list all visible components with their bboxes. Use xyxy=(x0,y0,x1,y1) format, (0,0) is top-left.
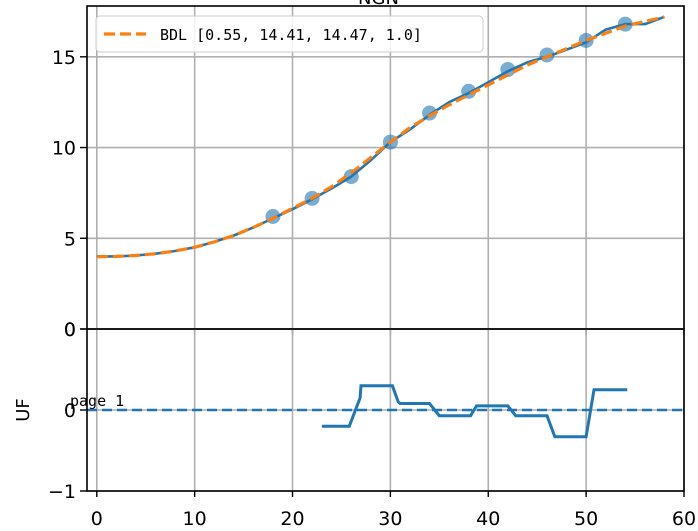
bottom-xtick-label: 20 xyxy=(280,508,304,530)
bottom-xtick-label: 40 xyxy=(476,508,500,530)
top-ytick-label: 10 xyxy=(52,138,76,160)
bottom-ytick-label: 0 xyxy=(64,400,76,422)
bottom-ytick-label: −1 xyxy=(48,481,76,503)
legend-label-bdl: BDL [0.55, 14.41, 14.47, 1.0] xyxy=(160,26,422,44)
series-line-blue xyxy=(96,15,665,258)
bottom-ylabel: UF xyxy=(13,398,34,422)
bottom-xtick-label: 10 xyxy=(183,508,207,530)
top-ytick-label: 15 xyxy=(52,47,76,69)
chart-title: NGN xyxy=(358,0,399,9)
bottom-plot-area xyxy=(87,384,684,439)
top-panel: 0 5 10 15 NGN BDL [0.55, 14.41, 14.47, 1.0] xyxy=(52,0,685,341)
top-ytick-label: 0 xyxy=(64,319,76,341)
bottom-ytick-label: 0 xyxy=(64,319,76,341)
series-line-bdl xyxy=(96,15,665,259)
series-step-line xyxy=(321,384,628,439)
top-plot-area xyxy=(96,15,665,259)
legend: BDL [0.55, 14.41, 14.47, 1.0] xyxy=(95,15,484,53)
bottom-xtick-label: 30 xyxy=(378,508,402,530)
bottom-xtick-label: 0 xyxy=(91,508,103,530)
bottom-xtick-label: 60 xyxy=(672,508,696,530)
page-annotation: page 1 xyxy=(70,392,124,410)
bottom-axes-frame xyxy=(86,328,685,492)
legend-box xyxy=(95,15,484,53)
scatter-point xyxy=(578,32,594,48)
top-axes-frame xyxy=(86,5,685,330)
bottom-xtick-label: 50 xyxy=(574,508,598,530)
top-ytick-label: 5 xyxy=(64,228,76,250)
bottom-panel: −1 0 0 0 10 20 30 40 50 60 UF page 1 xyxy=(13,319,696,530)
